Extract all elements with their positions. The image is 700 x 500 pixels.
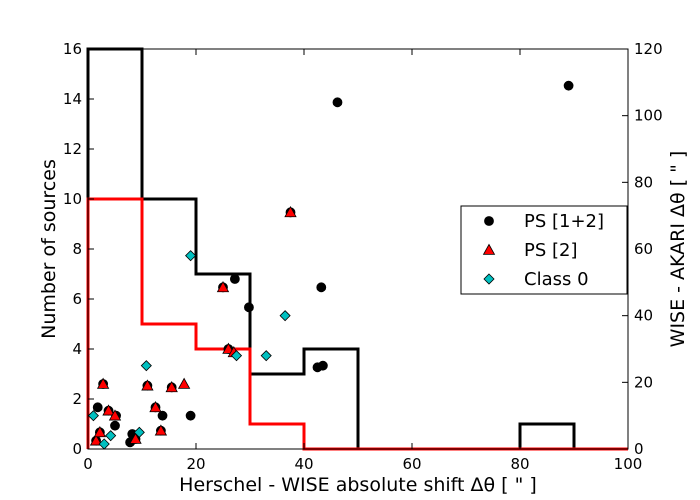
y2-tick-label: 100 (634, 107, 663, 125)
y2-tick-label: 40 (634, 307, 653, 325)
point-0-19 (244, 302, 254, 313)
point-0-13 (157, 410, 168, 421)
legend-item: Class 0 (483, 269, 589, 290)
legend-marker (482, 243, 496, 255)
point-0-5 (110, 420, 120, 431)
y2-tick-label: 20 (634, 373, 653, 391)
point-2-5 (185, 250, 197, 262)
point-2-0 (87, 410, 99, 422)
point-1-10 (177, 377, 191, 389)
point-1-5 (129, 432, 142, 444)
x-tick-label: 20 (186, 455, 205, 473)
legend-label: PS [1+2] (524, 211, 604, 232)
point-0-24 (332, 97, 343, 108)
point-1-4 (108, 409, 122, 421)
legend-marker (483, 273, 495, 285)
point-1-6 (141, 379, 154, 391)
point-1-8 (154, 424, 168, 436)
y-tick-label: 0 (72, 440, 82, 458)
y2-axis-title: WISE - AKARI Δθ [ " ] (667, 151, 689, 348)
y2-tick-label: 80 (634, 173, 653, 191)
y-tick-label: 14 (63, 90, 82, 108)
legend-label: Class 0 (524, 269, 589, 290)
legend-marker (484, 216, 494, 226)
y2-tick-label: 0 (634, 440, 644, 458)
point-1-2 (96, 377, 110, 389)
point-0-25 (563, 80, 574, 91)
x-tick-label: 100 (614, 455, 643, 473)
y-tick-label: 6 (72, 290, 82, 308)
point-0-15 (185, 410, 196, 421)
x-axis-title: Herschel - WISE absolute shift Δθ [ " ] (179, 474, 537, 496)
legend-label: PS [2] (524, 240, 578, 261)
point-2-7 (260, 350, 272, 362)
legend-item: PS [2] (482, 240, 578, 261)
point-1-11 (216, 281, 230, 293)
x-tick-label: 0 (83, 455, 93, 473)
series-2 (87, 250, 291, 450)
point-1-14 (284, 206, 297, 218)
point-0-22 (316, 282, 327, 293)
scatter-layer (87, 80, 574, 450)
y-tick-label: 4 (72, 340, 82, 358)
point-1-3 (102, 404, 115, 416)
y2-tick-label: 60 (634, 240, 653, 258)
series-1 (89, 206, 297, 446)
point-0-18 (229, 274, 240, 284)
legend: PS [1+2] PS [2] Class 0 (460, 205, 628, 295)
legend-item: PS [1+2] (484, 211, 604, 232)
point-1-0 (89, 434, 103, 446)
point-1-7 (149, 401, 162, 413)
point-0-23 (317, 360, 328, 371)
point-2-8 (279, 310, 291, 322)
point-2-3 (133, 426, 145, 438)
x-tick-label: 60 (402, 455, 421, 473)
y-tick-label: 16 (63, 40, 82, 58)
x-tick-label: 80 (510, 455, 529, 473)
y2-tick-label: 120 (634, 40, 663, 58)
point-0-1 (92, 402, 103, 413)
y-tick-label: 2 (72, 390, 82, 408)
y-tick-label: 10 (63, 190, 82, 208)
x-tick-label: 40 (294, 455, 313, 473)
y-tick-label: 8 (72, 240, 82, 258)
point-1-1 (93, 426, 107, 438)
y-axis-title: Number of sources (38, 159, 60, 339)
point-2-6 (230, 350, 243, 362)
point-2-2 (105, 430, 117, 442)
point-1-9 (165, 381, 178, 393)
legend-items: PS [1+2] PS [2] Class 0 (482, 211, 604, 290)
point-2-4 (140, 360, 152, 372)
y-tick-label: 12 (63, 140, 82, 158)
